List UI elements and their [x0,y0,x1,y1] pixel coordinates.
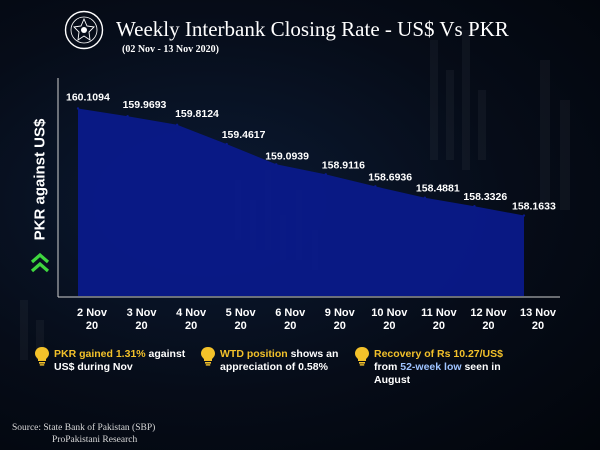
data-label: 160.1094 [66,92,110,104]
data-point [374,185,377,188]
data-point [126,114,129,118]
lightbulb-icon [201,347,215,366]
x-tick-label: 12 Nov [470,307,507,319]
x-tick-label: 11 Nov [421,307,457,319]
x-tick-label: 20 [532,320,544,332]
data-point [522,214,526,217]
data-label: 158.4881 [416,183,460,195]
lightbulb-icon [35,347,49,366]
x-tick-label: 20 [334,320,346,332]
data-point [423,196,427,199]
x-tick-label: 2 Nov [77,307,108,319]
sbp-seal-logo [64,10,104,50]
data-label: 159.4617 [222,129,266,141]
callout-text: WTD position shows an appreciation of 0.… [220,348,339,373]
x-tick-label: 20 [135,320,147,332]
x-tick-label: 20 [235,320,247,332]
x-tick-label: 20 [284,320,296,332]
callout-text: Recovery of Rs 10.27/US$ from 52-week lo… [374,348,503,386]
data-point [473,205,476,208]
double-chevron-up-icon [30,252,50,273]
data-label: 158.3326 [463,191,507,203]
x-tick-label: 5 Nov [226,307,257,319]
x-tick-label: 20 [482,320,494,332]
source-line: ProPakistani Research [52,435,138,445]
x-tick-label: 3 Nov [127,307,158,319]
data-label: 158.6936 [368,171,412,183]
x-tick-label: 20 [185,320,197,332]
x-tick-label: 9 Nov [325,307,356,319]
x-tick-label: 20 [86,320,98,332]
data-point [175,123,179,127]
data-label: 158.1633 [512,201,556,213]
data-point [275,163,278,166]
data-label: 159.9693 [123,99,167,111]
data-point [324,173,327,176]
x-tick-label: 20 [383,320,395,332]
x-tick-label: 10 Nov [371,307,408,319]
x-tick-label: 4 Nov [176,307,207,319]
source-line: Source: State Bank of Pakistan (SBP) [12,423,156,433]
data-label: 159.8124 [175,108,219,120]
data-point [225,142,228,146]
source-note: Source: State Bank of Pakistan (SBP) Pro… [12,422,155,446]
chart-title: Weekly Interbank Closing Rate - US$ Vs P… [116,17,509,41]
data-point [76,107,80,110]
x-tick-label: 6 Nov [275,307,306,319]
data-label: 159.0939 [265,150,309,162]
area-series [78,108,524,296]
chart-subtitle: (02 Nov - 13 Nov 2020) [122,44,219,55]
x-tick-label: 13 Nov [520,307,557,319]
data-label: 158.9116 [322,159,365,171]
lightbulb-icon [355,347,369,366]
callout-text: PKR gained 1.31% against US$ during Nov [54,348,186,373]
x-tick-label: 20 [433,320,445,332]
